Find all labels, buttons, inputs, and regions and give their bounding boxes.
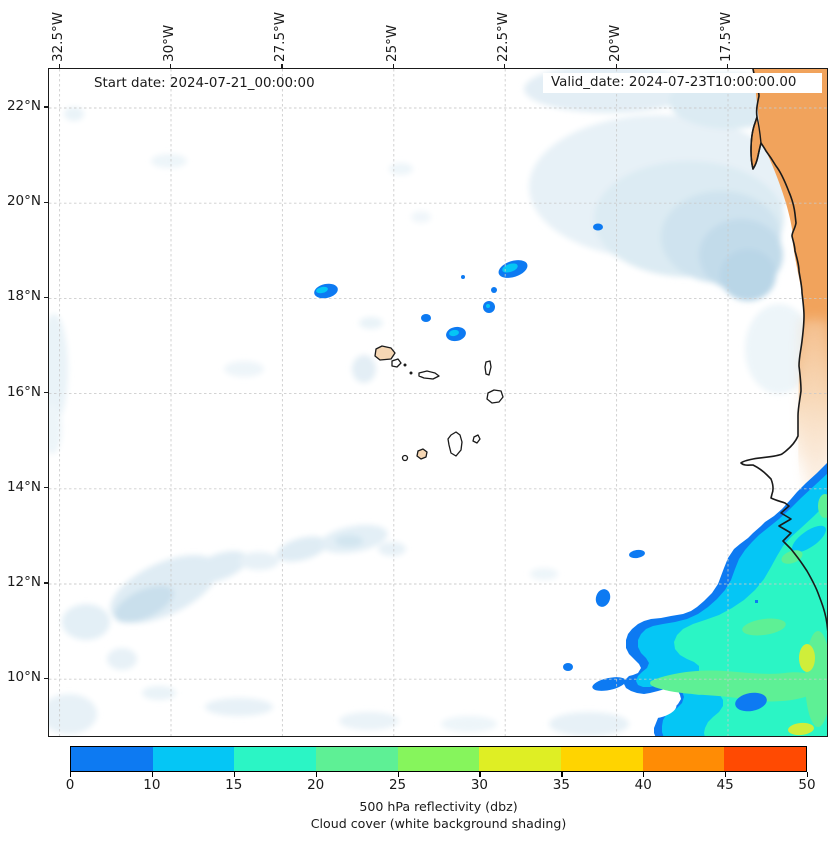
y-tick-mark <box>44 677 48 679</box>
x-tick-mark <box>281 64 283 68</box>
y-tick-mark <box>44 392 48 394</box>
cape-verde-islands <box>374 345 504 462</box>
colorbar-tick-label: 0 <box>65 777 75 793</box>
y-tick-label: 16°N <box>6 383 41 400</box>
colorbar-segment <box>316 747 398 771</box>
x-tick-mark <box>504 64 506 68</box>
colorbar-segment <box>561 747 643 771</box>
y-tick-label: 18°N <box>6 288 41 305</box>
colorbar-tick-mark <box>479 772 481 777</box>
colorbar-subtitle: Cloud cover (white background shading) <box>310 816 567 831</box>
colorbar-tick-label: 35 <box>552 777 570 793</box>
x-tick-mark <box>392 64 394 68</box>
x-tick-label: 30°W <box>161 24 177 62</box>
colorbar-segment <box>642 747 725 771</box>
y-tick-label: 10°N <box>6 669 41 686</box>
y-tick-label: 12°N <box>6 574 41 590</box>
colorbar-tick-label: 45 <box>716 777 734 793</box>
colorbar-tick-label: 30 <box>470 777 489 793</box>
colorbar-tick-mark <box>807 772 809 777</box>
colorbar-tick-mark <box>233 772 235 777</box>
colorbar-tick-label: 40 <box>634 777 652 793</box>
x-tick-mark <box>58 64 60 68</box>
colorbar-tick-label: 15 <box>225 777 243 793</box>
x-tick-label: 25°W <box>383 24 400 62</box>
start-date-annotation: Start date: 2024-07-21_00:00:00 <box>94 76 315 91</box>
colorbar-segment <box>152 747 235 771</box>
y-tick-label: 14°N <box>6 478 41 495</box>
x-tick-mark <box>170 64 172 68</box>
y-tick-mark <box>44 106 48 108</box>
gridlines <box>49 69 827 736</box>
colorbar-tick-label: 20 <box>307 777 325 793</box>
x-tick-label: 20°W <box>606 24 623 62</box>
y-tick-mark <box>44 582 48 584</box>
colorbar-tick-label: 10 <box>143 777 161 793</box>
colorbar-tick-mark <box>151 772 154 777</box>
colorbar-segment <box>234 747 317 771</box>
x-tick-label: 17.5°W <box>718 11 734 62</box>
colorbar-title: 500 hPa reflectivity (dbz) <box>359 799 518 814</box>
colorbar-tick-mark <box>643 772 645 777</box>
x-tick-label: 22.5°W <box>495 11 512 62</box>
y-tick-label: 22°N <box>6 98 41 114</box>
x-tick-label: 32.5°W <box>49 11 66 62</box>
x-tick-mark <box>615 64 617 68</box>
colorbar-segment <box>724 747 807 771</box>
colorbar-tick-mark <box>561 772 563 777</box>
colorbar-tick-mark <box>397 772 399 777</box>
colorbar-tick-label: 25 <box>388 777 407 793</box>
y-tick-label: 20°N <box>6 193 41 210</box>
land-shading <box>753 69 827 522</box>
map-canvas <box>49 69 827 736</box>
colorbar <box>70 746 807 772</box>
colorbar-segment <box>479 747 562 771</box>
colorbar-segment <box>71 747 153 771</box>
valid-date-annotation: Valid_date: 2024-07-23T10:00:00.00 <box>543 73 822 93</box>
y-tick-mark <box>44 296 48 298</box>
colorbar-tick-mark <box>725 772 727 777</box>
reflectivity-cells <box>314 223 645 691</box>
x-tick-mark <box>727 64 729 68</box>
y-tick-mark <box>44 201 48 203</box>
colorbar-tick-label: 50 <box>798 777 816 793</box>
coastline <box>740 69 827 632</box>
y-tick-mark <box>44 487 48 489</box>
reflectivity-main-area <box>624 463 827 736</box>
colorbar-segment <box>397 747 480 771</box>
colorbar-tick-mark <box>315 772 317 777</box>
x-tick-label: 27.5°W <box>272 11 289 62</box>
map-plot-area <box>48 68 828 737</box>
colorbar-tick-mark <box>70 772 72 777</box>
